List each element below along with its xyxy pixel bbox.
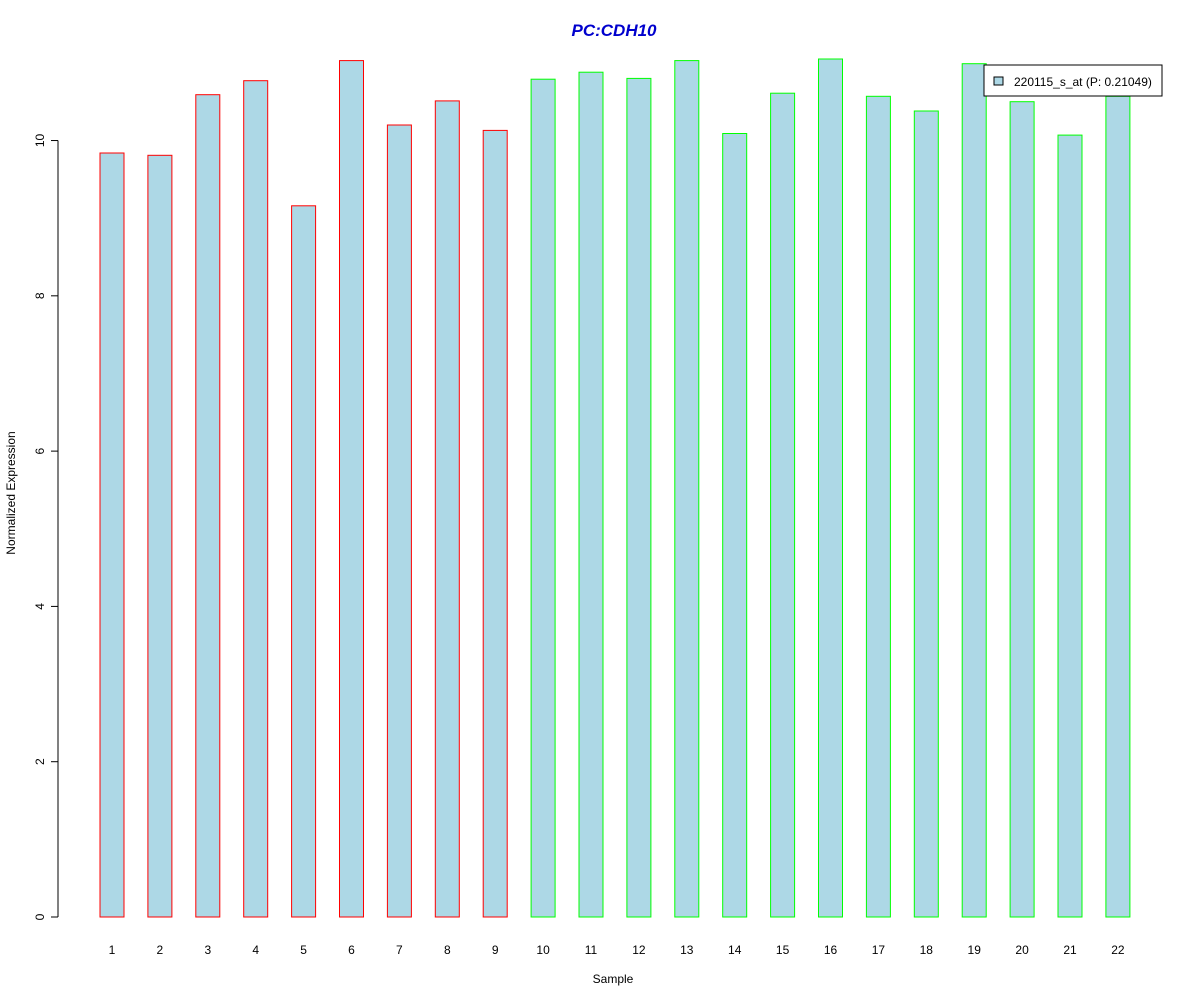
y-tick-label: 2	[33, 758, 47, 765]
x-tick-label: 16	[824, 943, 838, 957]
bar-sample-5	[291, 205, 317, 918]
x-tick-label: 11	[585, 943, 598, 957]
y-tick-label: 0	[33, 913, 47, 920]
x-tick-label: 1	[109, 943, 116, 957]
bar-sample-2	[147, 154, 173, 918]
x-tick-label: 4	[252, 943, 259, 957]
x-axis-title: Sample	[593, 972, 634, 986]
y-axis-title: Normalized Expression	[4, 431, 18, 554]
y-tick-label: 10	[33, 134, 47, 148]
bar-sample-3	[195, 94, 221, 918]
x-tick-label: 6	[348, 943, 355, 957]
bar-sample-15	[770, 92, 796, 918]
bar-sample-13	[674, 60, 700, 918]
x-tick-label: 13	[680, 943, 694, 957]
bar-sample-12	[626, 77, 652, 918]
y-tick-label: 8	[33, 292, 47, 299]
bars-group	[99, 58, 1131, 918]
bar-sample-18	[913, 110, 939, 918]
x-tick-label: 19	[968, 943, 982, 957]
bar-sample-22	[1105, 95, 1131, 918]
bar-sample-14	[722, 133, 748, 918]
y-tick-label: 6	[33, 447, 47, 454]
bar-sample-19	[961, 63, 987, 918]
x-tick-label: 21	[1063, 943, 1077, 957]
legend-label: 220115_s_at (P: 0.21049)	[1014, 75, 1152, 89]
x-tick-label: 7	[396, 943, 403, 957]
chart-title: PC:CDH10	[571, 21, 657, 40]
bar-sample-10	[530, 78, 556, 918]
bar-sample-6	[339, 60, 364, 918]
x-tick-label: 20	[1015, 943, 1029, 957]
bar-sample-9	[482, 129, 508, 918]
x-tick-label: 14	[728, 943, 742, 957]
x-tick-label: 12	[632, 943, 646, 957]
x-tick-label: 9	[492, 943, 499, 957]
bar-sample-4	[243, 80, 269, 918]
legend-box	[983, 64, 1163, 97]
bar-sample-21	[1057, 134, 1083, 918]
x-tick-label: 8	[444, 943, 451, 957]
x-tick-labels: 1 2 3 4 5 6 7 8 9 10 11 12 13 14 15 16 17 18 19 20 21 22	[109, 943, 1125, 957]
bar-sample-7	[386, 124, 412, 918]
bar-sample-17	[865, 95, 891, 918]
x-tick-label: 18	[920, 943, 934, 957]
x-tick-label: 22	[1111, 943, 1125, 957]
legend: 220115_s_at (P: 0.21049)	[983, 64, 1163, 97]
bar-sample-16	[818, 58, 843, 918]
x-tick-label: 3	[204, 943, 211, 957]
bar-sample-20	[1009, 101, 1035, 918]
x-tick-label: 15	[776, 943, 790, 957]
bar-sample-8	[434, 100, 460, 918]
legend-swatch	[993, 76, 1004, 86]
bar-sample-1	[99, 152, 125, 918]
x-tick-label: 2	[157, 943, 164, 957]
x-tick-label: 5	[300, 943, 307, 957]
x-tick-label: 17	[872, 943, 886, 957]
y-axis: 0 2 4 6 8 10	[33, 134, 59, 920]
x-tick-label: 10	[536, 943, 550, 957]
y-tick-label: 4	[33, 603, 47, 610]
bar-sample-11	[578, 71, 604, 918]
